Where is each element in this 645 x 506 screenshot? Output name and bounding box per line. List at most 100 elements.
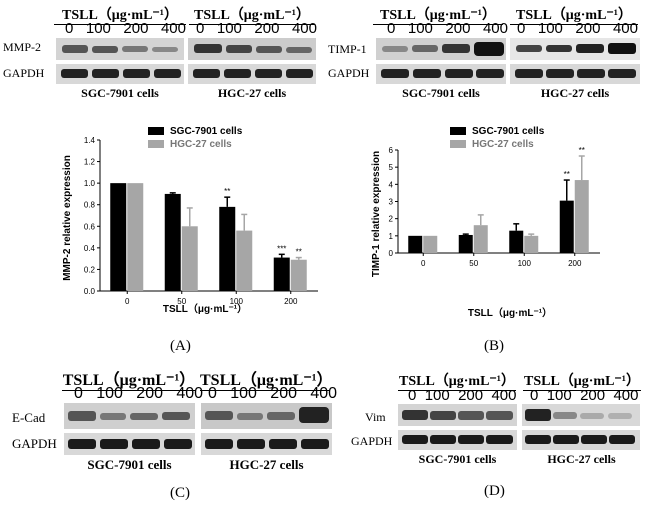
chart-timp1-ylabel: TIMP-1 relative expression — [371, 151, 382, 277]
chart-mmp2-bar — [110, 183, 127, 291]
conc-label: 200 — [458, 387, 484, 404]
chart-timp1-xlabel: TSLL（μg·mL⁻¹） — [468, 306, 552, 319]
blot-c-protein-label: E-Cad — [12, 410, 46, 425]
chart-timp1-legend-swatch — [450, 127, 466, 135]
chart-mmp2-legend-swatch — [148, 127, 164, 135]
chart-timp1-ytick-label: 3 — [389, 198, 394, 207]
blot-a-conc-left: 0 100 200 400 — [65, 20, 186, 37]
conc-label: 0 — [196, 20, 205, 37]
conc-label: 200 — [580, 387, 606, 404]
chart-timp1-ytick-label: 2 — [389, 215, 394, 224]
chart-timp1-bar — [559, 200, 574, 253]
conc-label: 200 — [575, 20, 601, 37]
blot-d-cell-right: HGC-27 cells — [547, 452, 616, 466]
chart-mmp2-xtick-label: 100 — [230, 297, 244, 306]
conc-label: 100 — [424, 387, 450, 404]
chart-mmp2-bar — [127, 183, 144, 291]
conc-label: 400 — [310, 385, 338, 402]
blot-b-conc-left: 0 100 200 400 — [387, 20, 508, 37]
conc-label: 400 — [291, 20, 317, 37]
chart-timp1-ytick-label: 5 — [389, 163, 394, 172]
chart-mmp2-significance: ** — [224, 187, 230, 196]
chart-timp1-xtick-label: 50 — [469, 259, 478, 268]
chart-mmp2-bar — [273, 257, 290, 291]
chart-timp1-bar — [473, 225, 488, 253]
chart-timp1-significance: ** — [564, 170, 570, 179]
blot-a-image — [56, 38, 316, 84]
blot-b-image — [376, 38, 640, 84]
blot-b-cell-left: SGC-7901 cells — [402, 86, 480, 100]
conc-label: 400 — [612, 20, 638, 37]
blot-c-cell-right: HGC-27 cells — [229, 457, 304, 472]
conc-label: 100 — [407, 20, 433, 37]
blot-b-header-right: TSLL（μg·mL⁻¹） — [510, 4, 638, 25]
blot-a-cell-right: HGC-27 cells — [217, 86, 287, 100]
blot-b-control-label: GAPDH — [328, 66, 370, 80]
blot-a-control-label: GAPDH — [3, 66, 45, 80]
panel-label-b: (B) — [484, 338, 504, 354]
chart-mmp2-significance: *** — [277, 244, 286, 253]
conc-label: 200 — [123, 20, 149, 37]
chart-mmp2: MMP-2 relative expression TSLL（μg·mL⁻¹） … — [62, 126, 318, 315]
conc-label: 100 — [96, 385, 123, 402]
chart-timp1-bar — [458, 234, 473, 253]
conc-label: 200 — [136, 385, 163, 402]
blot-d-conc-left: 0 100 200 400 — [408, 387, 516, 404]
blot-c-image — [64, 403, 332, 455]
chart-mmp2-ytick-label: 1.2 — [84, 158, 96, 167]
chart-timp1-bar — [423, 235, 438, 253]
blot-b-cell-right: HGC-27 cells — [540, 86, 610, 100]
blot-d-cell-left: SGC-7901 cells — [418, 452, 497, 466]
blot-a-header-right: TSLL（μg·mL⁻¹） — [189, 4, 315, 25]
conc-label: 0 — [387, 20, 396, 37]
conc-label: 400 — [482, 20, 508, 37]
blot-c-header-left: TSLL（μg·mL⁻¹） — [62, 366, 196, 391]
conc-label: 0 — [65, 20, 74, 37]
blot-c-cell-left: SGC-7901 cells — [87, 457, 172, 472]
conc-label: 200 — [254, 20, 280, 37]
blot-d-header-left: TSLL（μg·mL⁻¹） — [398, 370, 516, 391]
chart-mmp2-legend-label: SGC-7901 cells — [170, 126, 243, 137]
blot-d-control-label: GAPDH — [351, 434, 393, 448]
chart-timp1-legend-label: HGC-27 cells — [472, 139, 534, 150]
blot-c-control-label: GAPDH — [12, 436, 57, 451]
conc-label: 100 — [230, 385, 257, 402]
conc-label: 100 — [537, 20, 563, 37]
chart-mmp2-ytick-label: 0.8 — [84, 201, 96, 210]
chart-mmp2-xtick-label: 50 — [177, 297, 186, 306]
conc-label: 100 — [216, 20, 242, 37]
chart-timp1: TIMP-1 relative expression TSLL（μg·mL⁻¹）… — [371, 126, 600, 319]
chart-timp1-significance: ** — [579, 146, 585, 155]
blot-a-cell-left: SGC-7901 cells — [81, 86, 159, 100]
conc-label: 100 — [546, 387, 572, 404]
blot-d-protein-label: Vim — [365, 410, 386, 424]
chart-mmp2-significance: ** — [296, 248, 302, 257]
panel-label-c: (C) — [170, 485, 190, 501]
chart-mmp2-bar — [164, 193, 181, 291]
conc-label: 0 — [517, 20, 526, 37]
chart-mmp2-ylabel: MMP-2 relative expression — [62, 155, 73, 281]
conc-label: 0 — [530, 387, 539, 404]
chart-mmp2-legend-swatch — [148, 140, 164, 148]
blot-d-conc-right: 0 100 200 400 — [530, 387, 638, 404]
chart-timp1-xtick-label: 0 — [421, 259, 426, 268]
chart-mmp2-legend-label: HGC-27 cells — [170, 139, 232, 150]
blot-b-conc-right: 0 100 200 400 — [517, 20, 638, 37]
chart-mmp2-ytick-label: 0.0 — [84, 287, 96, 296]
chart-timp1-bar — [509, 230, 524, 253]
chart-mmp2-ytick-label: 0.2 — [84, 265, 96, 274]
conc-label: 0 — [74, 385, 83, 402]
chart-mmp2-bar — [181, 226, 198, 291]
conc-label: 400 — [176, 385, 204, 402]
conc-label: 200 — [445, 20, 471, 37]
conc-label: 200 — [270, 385, 297, 402]
chart-timp1-xtick-label: 100 — [518, 259, 532, 268]
conc-label: 100 — [85, 20, 111, 37]
chart-timp1-ytick-label: 4 — [389, 180, 394, 189]
blot-b-header-left: TSLL（μg·mL⁻¹） — [373, 4, 503, 25]
conc-label: 0 — [408, 387, 417, 404]
blot-b-protein-label: TIMP-1 — [328, 42, 367, 56]
chart-mmp2-ytick-label: 1.0 — [84, 179, 96, 188]
conc-label: 400 — [613, 387, 639, 404]
chart-mmp2-xlabel: TSLL（μg·mL⁻¹） — [163, 302, 247, 315]
